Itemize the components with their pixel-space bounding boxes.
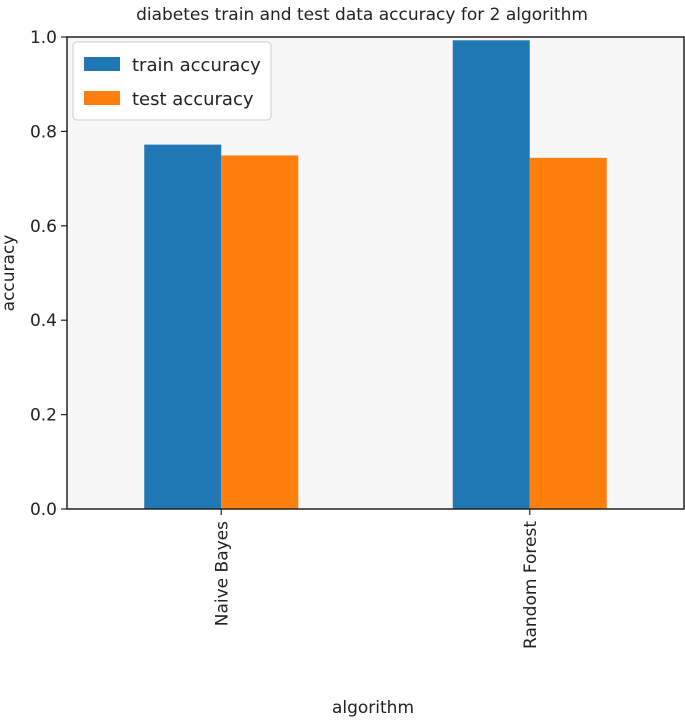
y-tick-label-0-4: 0.4: [30, 311, 57, 331]
y-tick-label-0-6: 0.6: [30, 217, 57, 237]
bar-train-accuracy-naive-bayes: [144, 144, 222, 509]
y-tick-label-1-0: 1.0: [30, 28, 57, 48]
y-tick-label-0-2: 0.2: [30, 406, 57, 426]
legend-label-test-accuracy: test accuracy: [132, 89, 254, 110]
y-tick-label-0-0: 0.0: [30, 500, 57, 520]
chart-title: diabetes train and test data accuracy fo…: [136, 5, 588, 25]
legend: train accuracy test accuracy: [72, 41, 272, 121]
y-axis-ticks: 0.0 0.2 0.4 0.6 0.8 1.0: [30, 28, 67, 520]
plot-frame: [66, 36, 685, 510]
x-tick-label-random-forest: Random Forest: [521, 521, 541, 649]
bars-group: [144, 40, 607, 510]
x-tick-label-naive-bayes: Naive Bayes: [212, 521, 232, 626]
bar-test-accuracy-naive-bayes: [221, 155, 299, 510]
y-tick-label-0-8: 0.8: [30, 122, 57, 142]
bar-train-accuracy-random-forest: [452, 40, 530, 509]
legend-label-train-accuracy: train accuracy: [132, 55, 261, 76]
y-axis-label: accuracy: [0, 235, 19, 312]
legend-box: [72, 41, 272, 121]
legend-swatch-train-accuracy: [84, 57, 120, 71]
legend-swatch-test-accuracy: [84, 91, 120, 105]
x-axis-label: algorithm: [332, 698, 414, 718]
bar-test-accuracy-random-forest: [529, 157, 607, 509]
x-axis-ticks: Naive Bayes Random Forest: [212, 509, 541, 649]
